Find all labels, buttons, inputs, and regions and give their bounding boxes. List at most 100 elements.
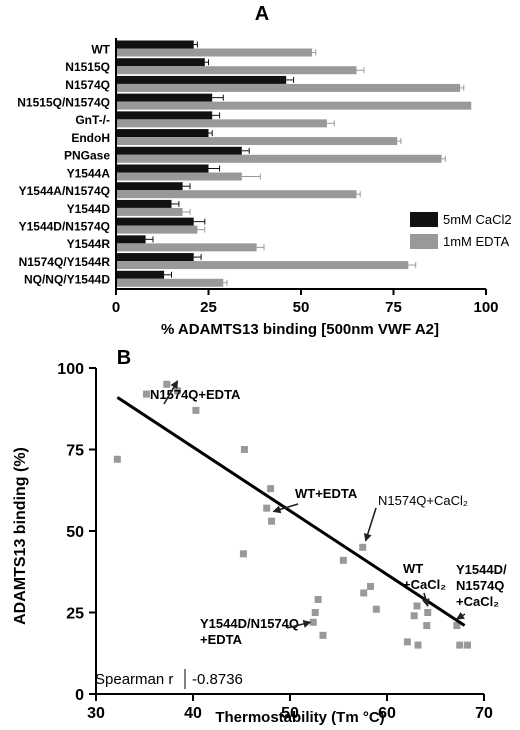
panel-a-x-axis-title: % ADAMTS13 binding [500nm VWF A2] [161, 321, 439, 338]
data-point-6 [239, 550, 247, 558]
annotation-y1544d-n1574q-cacl: Y1544D/N1574Q +CaCl₂ [456, 562, 507, 609]
data-point-14 [319, 631, 327, 639]
legend-swatch-5mm-cacl2 [410, 212, 438, 227]
data-point-20 [403, 638, 411, 646]
panel-a-axes: WT N1515Q N1574Q N1515Q/N1574Q GnT-/- EndoH PN… [17, 38, 499, 316]
annotation-wt-edta-arrow [272, 503, 299, 514]
annotation-y1544d-n1574q-edta-line-1: Y1544D/N1574Q [200, 616, 299, 631]
annotation-y1544d-n1574q-edta: Y1544D/N1574Q +EDTA [200, 616, 299, 647]
bar-y1544a-5mm-cacl2 [116, 164, 209, 173]
category-label-n1515q: N1515Q [65, 60, 110, 74]
category-label-endoh: EndoH [71, 131, 110, 145]
data-point-27 [456, 641, 464, 649]
annotation-n1574q-cacl-arrow [363, 507, 377, 542]
data-point-2 [142, 390, 150, 398]
data-point-18 [367, 582, 375, 590]
annotation-wt-edta-line-1: WT+EDTA [295, 486, 358, 501]
bar-y1544a-n1574q-5mm-cacl2 [116, 182, 183, 191]
bar-n1515q-1mm-edta [116, 66, 357, 75]
panel-b-axes: 0 25 50 75 100 30 40 50 60 70 [57, 361, 493, 722]
bar-y1544d-5mm-cacl2 [116, 199, 172, 208]
data-point-12 [311, 609, 319, 616]
category-label-n1515q-n1574q: N1515Q/N1574Q [17, 96, 110, 110]
data-point-23 [414, 641, 422, 649]
data-point-25 [424, 609, 432, 616]
bar-nq-nq-y1544d-5mm-cacl2 [116, 270, 165, 279]
category-label-y1544a: Y1544A [67, 166, 111, 180]
annotation-n1574q-cacl: N1574Q+CaCl₂ [378, 493, 468, 508]
regression-line [116, 396, 466, 627]
category-label-y1544r: Y1544R [67, 237, 111, 251]
x-tick-label-50: 50 [281, 705, 299, 722]
y-tick-label-25: 25 [66, 606, 84, 623]
bar-n1515q-n1574q-1mm-edta [116, 101, 472, 110]
annotation-wt-edta: WT+EDTA [295, 486, 358, 501]
category-label-y1544d-n1574q: Y1544D/N1574Q [19, 220, 110, 234]
legend-label-1mm-edta: 1mM EDTA [443, 234, 510, 249]
x-tick-label-100: 100 [473, 299, 498, 316]
annotation-y1544d-n1574q-edta-line-2: +EDTA [200, 632, 243, 647]
y-tick-label-50: 50 [66, 524, 84, 541]
category-label-gnt: GnT-/- [75, 113, 110, 127]
bar-gnt-5mm-cacl2 [116, 111, 213, 120]
annotation-wt-cacl-line-2: +CaCl₂ [403, 577, 446, 592]
data-point-4 [173, 387, 181, 395]
annotation-y1544d-n1574q-edta-arrow [286, 620, 312, 629]
data-point-5 [192, 406, 200, 414]
panel-b-fit-line [116, 396, 466, 627]
category-label-n1574q: N1574Q [65, 78, 110, 92]
data-point-8 [263, 504, 271, 512]
data-point-3 [163, 380, 171, 388]
panel-b-points [113, 380, 472, 649]
bar-n1574q-y1544r-5mm-cacl2 [116, 253, 194, 262]
bar-nq-nq-y1544d-1mm-edta [116, 278, 224, 287]
bar-n1574q-5mm-cacl2 [116, 75, 287, 84]
category-label-pngase: PNGase [64, 149, 110, 163]
panel-a-label: A [255, 3, 269, 25]
panel-a-bar-chart: A WT N1515Q N1574Q N1515Q/N1574Q GnT-/- EndoH… [17, 3, 511, 338]
annotation-n1574q-cacl-line-1: N1574Q+CaCl₂ [378, 493, 468, 508]
data-point-11 [309, 618, 317, 626]
annotation-wt-cacl-line-1: WT [403, 561, 423, 576]
bar-endoh-1mm-edta [116, 137, 398, 146]
panel-a-legend: 5mM CaCl2 1mM EDTA [410, 212, 512, 249]
data-point-21 [410, 612, 418, 620]
y-tick-label-75: 75 [66, 443, 84, 460]
bar-n1574q-1mm-edta [116, 83, 461, 92]
category-label-y1544d: Y1544D [67, 202, 111, 216]
bar-endoh-5mm-cacl2 [116, 129, 209, 138]
x-tick-label-30: 30 [87, 705, 105, 722]
data-point-1 [113, 455, 121, 463]
bar-n1515q-5mm-cacl2 [116, 58, 205, 67]
spearman-label: Spearman r [95, 671, 173, 688]
annotation-wt-cacl-arrow [421, 592, 430, 607]
data-point-16 [359, 543, 367, 551]
annotation-y1544d-n1574q-cacl-line-2: N1574Q [456, 578, 504, 593]
bar-n1515q-n1574q-5mm-cacl2 [116, 93, 213, 102]
bar-pngase-1mm-edta [116, 154, 442, 163]
data-point-17 [360, 589, 368, 597]
panel-b-label: B [117, 347, 131, 369]
data-point-24 [423, 622, 431, 630]
data-point-10 [268, 517, 276, 525]
x-tick-label-50: 50 [293, 299, 310, 316]
x-tick-label-0: 0 [112, 299, 120, 316]
x-tick-label-25: 25 [200, 299, 217, 316]
bar-y1544r-1mm-edta [116, 243, 257, 252]
annotation-wt-cacl: WT +CaCl₂ [403, 561, 446, 592]
panel-a-bars [116, 40, 472, 287]
data-point-26 [453, 622, 461, 630]
x-tick-label-70: 70 [475, 705, 493, 722]
y-tick-label-0: 0 [75, 687, 84, 704]
category-label-n1574q-y1544r: N1574Q/Y1544R [19, 255, 111, 269]
x-tick-label-40: 40 [184, 705, 202, 722]
category-label-y1544a-n1574q: Y1544A/N1574Q [19, 184, 110, 198]
data-point-7 [240, 446, 248, 453]
category-label-wt: WT [91, 42, 110, 56]
bar-y1544r-5mm-cacl2 [116, 235, 146, 244]
data-point-13 [314, 595, 322, 603]
bar-n1574q-y1544r-1mm-edta [116, 261, 409, 270]
bar-gnt-1mm-edta [116, 119, 327, 128]
bar-wt-5mm-cacl2 [116, 40, 194, 49]
